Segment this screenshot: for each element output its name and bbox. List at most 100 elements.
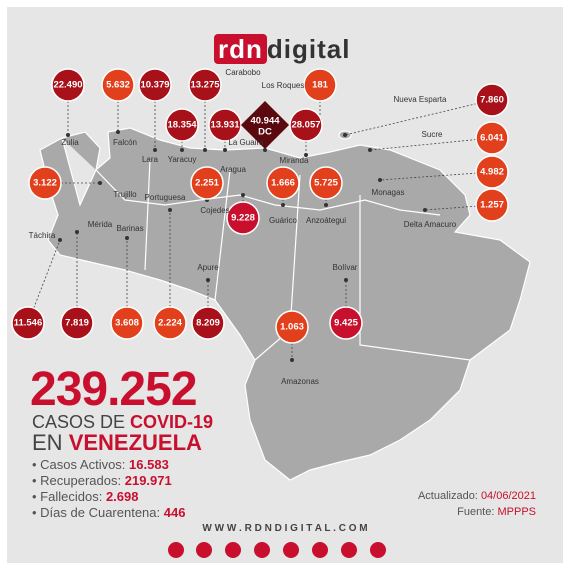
leader-dot [58,238,62,242]
leader-line [344,99,493,136]
state-label: Cojedes [200,206,229,215]
headline-2: EN VENEZUELA [32,430,202,456]
source-value: MPPPS [497,506,536,518]
updated-label: Actualizado: [417,490,478,502]
headline-2-prefix: EN [32,430,63,455]
bubble-value: 8.209 [196,318,220,329]
bubble [101,68,135,102]
state-label: Trujillo [113,190,137,199]
state-label: Táchira [29,231,56,240]
leader-dot [66,133,70,137]
stat-value: 219.971 [124,473,172,488]
stat-row: • Recuperados: 219.971 [32,473,185,489]
leader-dot [344,278,348,282]
bubble-value: 5.725 [314,178,338,189]
bubble-value: 7.819 [65,318,89,329]
bubble [11,306,45,340]
bubble [191,306,225,340]
bubble-value: 40.944 [250,116,280,127]
state-label: Carabobo [225,68,261,77]
bubble-value: 9.425 [334,318,358,329]
bubble-value: 3.608 [115,318,139,329]
bubble-value: 7.860 [480,95,504,106]
state-label: Los Roques [262,81,305,90]
state-label: Apure [197,263,219,272]
leader-dot [241,193,245,197]
leader-dot [281,203,285,207]
source: Fuente: MPPPS [418,504,536,520]
bubble-value: 1.063 [280,322,304,333]
bubble-value: 1.257 [480,200,504,211]
bubble [138,68,172,102]
stat-value: 16.583 [129,457,169,472]
bubble-value: 13.275 [190,80,220,91]
state-label: Bolívar [333,263,358,272]
stat-row: • Días de Cuarentena: 446 [32,505,185,521]
bubble [188,68,222,102]
updated: Actualizado: 04/06/2021 [418,488,536,504]
total: 239.252 [30,363,198,416]
state-label: Anzoátegui [306,216,346,225]
bubble-value: 2.224 [158,318,182,329]
bubble [266,166,300,200]
state-label: Falcón [113,138,137,147]
leader-dot [423,208,427,212]
bubble-value: 1.666 [271,178,295,189]
headline-2-emph: VENEZUELA [68,430,202,455]
state-label: Guárico [269,216,298,225]
bubble [28,166,62,200]
state-label: Delta Amacuro [404,220,457,229]
leader-dot [206,278,210,282]
leader-dot [378,178,382,182]
bubble [60,306,94,340]
bubble-layer: 22.490 5.632 10.379 13.275 181 18.354 13.931 40… [11,68,509,386]
bubble-value: 11.546 [14,318,43,329]
bubble [475,188,509,222]
updated-value: 04/06/2021 [480,490,536,502]
bubble-value: 2.251 [195,178,219,189]
state-label: Nueva Esparta [394,95,447,104]
state-label: Portuguesa [145,193,186,202]
leader-dot [98,181,102,185]
update-info: Actualizado: 04/06/2021 Fuente: MPPPS [418,488,536,520]
source-label: Fuente: [457,506,495,518]
state-label: Zulia [61,138,79,147]
bubble-value: 10.379 [140,80,169,91]
leader-dot [180,148,184,152]
bubble [475,83,509,117]
stat-label: • Casos Activos: [32,457,126,472]
state-label: Sucre [422,130,443,139]
bubble-value: 6.041 [480,133,504,144]
leader-dot [203,148,207,152]
leader-dot [116,130,120,134]
social-icons [168,542,386,558]
leader-dot [153,148,157,152]
stat-row: • Casos Activos: 16.583 [32,457,185,473]
dc-label: DC [258,127,272,138]
headline-1-emph: COVID-19 [130,412,214,432]
headline-1-prefix: CASOS DE [32,412,126,432]
leader-line [369,137,493,151]
leader-dot [75,230,79,234]
bubble-value: 181 [312,80,329,91]
logo-a: rdn [214,34,267,64]
leader-dot [125,236,129,240]
state-label: Amazonas [281,377,319,386]
state-label: Aragua [220,165,246,174]
stat-label: • Días de Cuarentena: [32,505,161,520]
bubble-value: 9.228 [231,213,255,224]
state-label: Barinas [116,224,143,233]
bubble-value: 4.982 [480,167,504,178]
bubble-value: 13.931 [210,120,240,131]
leader-dot [263,148,267,152]
bubble [190,166,224,200]
leader-dot [223,148,227,152]
bubble [226,201,260,235]
leader-dot [368,148,372,152]
bubble [303,68,337,102]
bubble [309,166,343,200]
bubble-value: 18.354 [167,120,197,131]
state-label: Mérida [88,220,113,229]
